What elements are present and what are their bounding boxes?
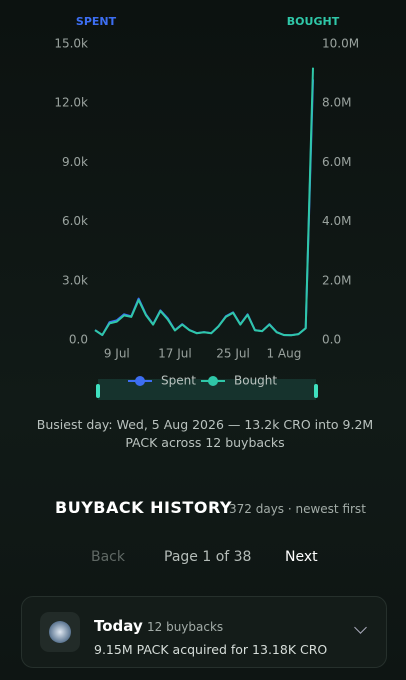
page-indicator: Page 1 of 38 — [164, 549, 252, 565]
token-icon — [40, 612, 80, 652]
y2-tick-label: 6.0M — [322, 155, 351, 169]
y-tick-label: 3.0k — [62, 273, 88, 287]
section-subtitle: 372 days · newest first — [229, 502, 366, 516]
y2-tick-label: 0.0 — [322, 333, 341, 347]
card-title: Today — [94, 617, 143, 635]
y2-tick-label: 10.0M — [322, 37, 359, 51]
legend-dot — [135, 376, 145, 386]
slider-handle[interactable] — [314, 384, 318, 398]
legend-label: Spent — [161, 374, 196, 388]
y-axis-title: SPENT — [76, 15, 117, 28]
day-card[interactable]: Today 12 buybacks 9.15M PACK acquired fo… — [21, 596, 387, 668]
chart: SPENT BOUGHT 0.0 3.0k 6.0k 9.0k 12.0k 15.0k 0.… — [54, 15, 359, 400]
legend-label: Bought — [234, 374, 277, 388]
card-summary: 9.15M PACK acquired for 13.18K CRO — [94, 642, 328, 657]
next-button[interactable]: Next — [285, 549, 318, 565]
series-line — [94, 79, 314, 337]
slider-handle[interactable] — [96, 384, 100, 398]
y2-tick-label: 2.0M — [322, 273, 351, 287]
section-title: BUYBACK HISTORY — [55, 498, 232, 517]
y-tick-label: 15.0k — [54, 37, 88, 51]
back-button[interactable]: Back — [91, 549, 125, 565]
busiest-day: Busiest day: Wed, 5 Aug 2026 — 13.2k CRO… — [36, 417, 374, 450]
y-tick-label: 0.0 — [69, 333, 88, 347]
y-tick-label: 12.0k — [54, 96, 88, 110]
y-tick-label: 6.0k — [62, 214, 88, 228]
chevron[interactable] — [354, 621, 367, 634]
y2-axis-title: BOUGHT — [287, 15, 340, 28]
range-slider[interactable] — [98, 379, 316, 400]
y2-tick-label: 8.0M — [322, 96, 351, 110]
x-tick-label: 9 Jul — [104, 347, 130, 361]
y2-tick-label: 4.0M — [322, 214, 351, 228]
x-tick-label: 17 Jul — [158, 347, 192, 361]
x-tick-label: 1 Aug — [266, 347, 301, 361]
y-tick-label: 9.0k — [62, 155, 88, 169]
x-tick-label: 25 Jul — [216, 347, 250, 361]
card-count: 12 buybacks — [147, 620, 224, 634]
legend-dot — [208, 376, 218, 386]
series-line — [94, 67, 314, 337]
